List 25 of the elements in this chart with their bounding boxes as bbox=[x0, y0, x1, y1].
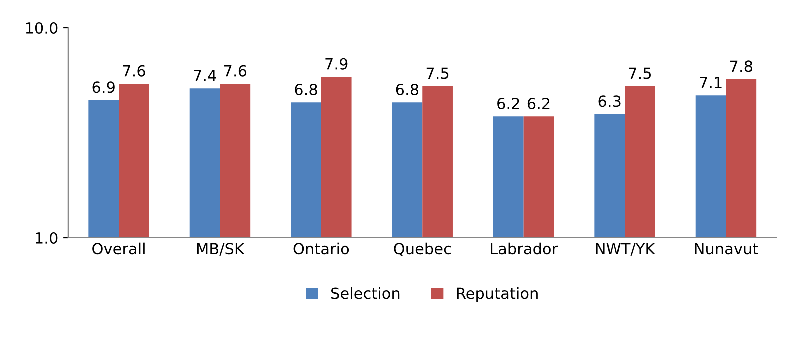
data-label: 7.4 bbox=[194, 70, 216, 82]
x-tick-label: Overall bbox=[92, 242, 145, 255]
y-tick-label: 10.0 bbox=[26, 22, 58, 34]
x-tick-label: Quebec bbox=[394, 242, 451, 256]
data-label: 7.5 bbox=[426, 68, 449, 80]
data-label: 7.1 bbox=[700, 77, 722, 88]
x-tick-label: Labrador bbox=[491, 242, 558, 255]
data-label: 7.5 bbox=[629, 68, 652, 80]
x-tick-label: Ontario bbox=[294, 242, 350, 255]
y-tick-label: 1.0 bbox=[36, 232, 58, 244]
data-label: 6.3 bbox=[598, 96, 621, 108]
data-label: 7.6 bbox=[123, 65, 146, 77]
data-label: 6.8 bbox=[295, 84, 318, 96]
x-tick-label: Nunavut bbox=[695, 243, 758, 255]
data-label: 6.2 bbox=[528, 98, 550, 110]
data-label: 6.9 bbox=[92, 82, 115, 94]
x-tick-label: MB/SK bbox=[197, 243, 245, 256]
x-tick-label: NWT/YK bbox=[596, 243, 656, 256]
data-label: 7.6 bbox=[224, 65, 247, 77]
data-label: 7.8 bbox=[730, 60, 753, 72]
legend-label: Selection bbox=[331, 287, 400, 300]
data-label: 6.8 bbox=[396, 84, 419, 96]
data-label: 7.9 bbox=[326, 58, 348, 70]
legend-label: Reputation bbox=[457, 287, 538, 302]
data-label: 6.2 bbox=[498, 98, 520, 110]
